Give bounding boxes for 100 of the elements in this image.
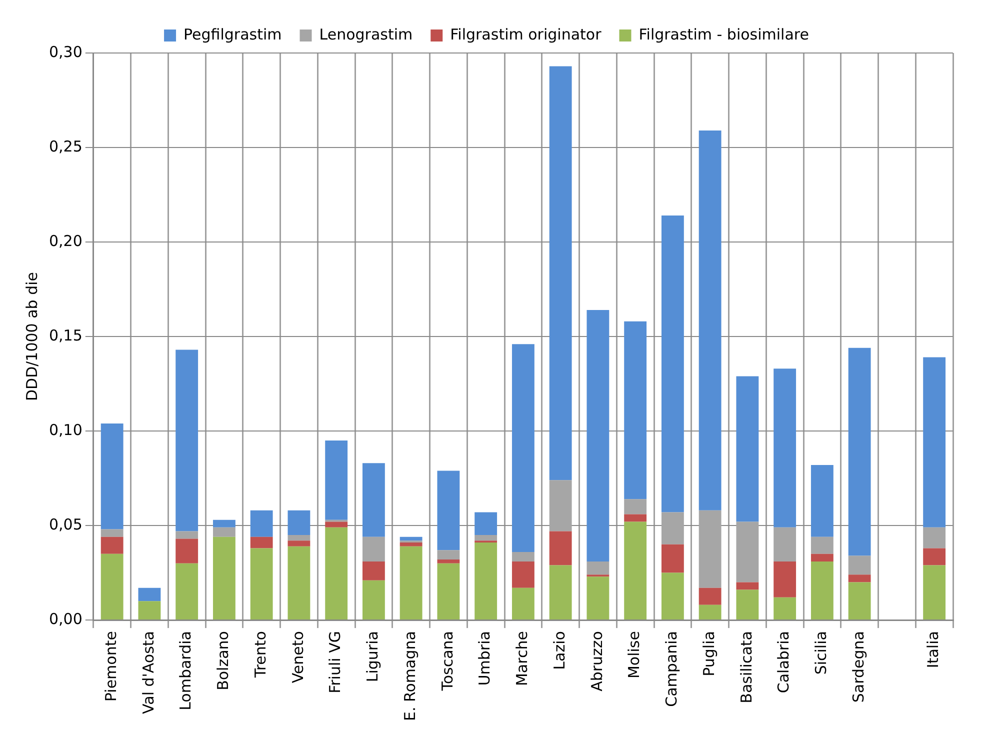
bar bbox=[288, 534, 310, 541]
x-tick-label: Veneto bbox=[288, 631, 307, 684]
bar bbox=[774, 368, 796, 528]
bar bbox=[698, 588, 722, 605]
bar bbox=[810, 554, 834, 562]
x-tick-label: Liguria bbox=[364, 631, 382, 682]
bar bbox=[100, 536, 124, 554]
bar bbox=[474, 512, 498, 535]
bar bbox=[923, 357, 946, 528]
x-tick-label: Friuli VG bbox=[326, 631, 344, 694]
y-tick-label: 0,10 bbox=[48, 420, 82, 439]
bar bbox=[698, 604, 722, 620]
bar bbox=[736, 590, 759, 620]
bar bbox=[325, 440, 348, 520]
bar bbox=[774, 597, 796, 620]
y-tick-label: 0,20 bbox=[48, 232, 82, 250]
bar bbox=[212, 520, 236, 528]
x-tick-label: Calabria bbox=[774, 631, 793, 694]
bar bbox=[661, 216, 684, 512]
y-tick-label: 0,15 bbox=[48, 326, 82, 344]
bar bbox=[549, 66, 572, 480]
bar bbox=[661, 512, 684, 544]
x-tick-label: Campania bbox=[662, 631, 681, 707]
x-tick-label: Sardegna bbox=[849, 631, 868, 703]
bar bbox=[437, 560, 460, 564]
bar bbox=[848, 574, 871, 582]
bar bbox=[736, 376, 759, 522]
bar bbox=[586, 576, 610, 620]
legend-label: Lenograstim bbox=[319, 25, 413, 44]
x-tick-label: Italia bbox=[924, 631, 942, 668]
bar bbox=[288, 510, 310, 535]
bar bbox=[586, 561, 610, 575]
bar bbox=[624, 514, 647, 522]
bar bbox=[176, 563, 198, 620]
x-tick-label: Marche bbox=[513, 631, 532, 686]
bar bbox=[138, 588, 161, 602]
x-tick-label: Sicilia bbox=[812, 631, 830, 675]
x-tick-label: Lombardia bbox=[176, 631, 195, 710]
bar bbox=[512, 344, 534, 552]
bar bbox=[736, 522, 759, 582]
bar bbox=[437, 550, 460, 560]
legend-label: Filgrastim - biosimilare bbox=[638, 25, 809, 44]
bar bbox=[400, 546, 422, 620]
bar bbox=[774, 527, 796, 562]
bar bbox=[512, 552, 534, 562]
bar bbox=[774, 561, 796, 598]
legend-label: Filgrastim originator bbox=[450, 25, 602, 44]
bar bbox=[549, 531, 572, 566]
bar bbox=[624, 499, 647, 514]
x-tick-label: Abruzzo bbox=[588, 631, 606, 692]
x-tick-label: Umbria bbox=[476, 631, 494, 686]
legend-label: Pegfilgrastim bbox=[184, 25, 282, 44]
x-tick-label: Piemonte bbox=[102, 631, 120, 702]
bar bbox=[810, 561, 834, 620]
bar bbox=[400, 536, 422, 541]
bar bbox=[288, 540, 310, 546]
bar bbox=[512, 561, 534, 588]
bar bbox=[138, 601, 161, 620]
bar bbox=[176, 531, 198, 539]
x-tick-label: Val d'Aosta bbox=[139, 631, 158, 714]
bar bbox=[848, 348, 871, 556]
bar bbox=[437, 563, 460, 620]
y-axis-title: DDD/1000 ab die bbox=[22, 272, 41, 402]
bar bbox=[212, 527, 236, 537]
bar bbox=[400, 542, 422, 546]
bar bbox=[624, 522, 647, 620]
bar bbox=[100, 554, 124, 620]
bar bbox=[362, 536, 385, 562]
bar bbox=[250, 536, 273, 548]
bar bbox=[848, 582, 871, 620]
bar bbox=[474, 542, 498, 620]
bar bbox=[624, 321, 647, 500]
x-tick-label: Bolzano bbox=[214, 631, 232, 690]
bar bbox=[362, 463, 385, 537]
y-tick-label: 0,05 bbox=[48, 515, 82, 534]
x-tick-label: Toscana bbox=[438, 631, 456, 692]
bar bbox=[810, 536, 834, 554]
bar bbox=[100, 423, 124, 530]
bar bbox=[362, 580, 385, 620]
bar bbox=[474, 534, 498, 541]
bar bbox=[549, 480, 572, 532]
bar bbox=[176, 538, 198, 564]
bar bbox=[586, 310, 610, 562]
bar bbox=[362, 561, 385, 580]
bar bbox=[736, 582, 759, 590]
bar bbox=[923, 565, 946, 620]
bar bbox=[698, 510, 722, 588]
bar bbox=[698, 130, 722, 510]
x-tick-label: Basilicata bbox=[737, 631, 756, 704]
bar bbox=[810, 465, 834, 537]
x-tick-label: Lazio bbox=[550, 631, 568, 670]
y-tick-label: 0,30 bbox=[48, 42, 82, 61]
bar bbox=[325, 522, 348, 528]
y-tick-label: 0,00 bbox=[48, 610, 82, 628]
bar bbox=[100, 529, 124, 537]
bar bbox=[176, 350, 198, 532]
bar bbox=[325, 527, 348, 620]
bar bbox=[212, 536, 236, 620]
bar bbox=[437, 470, 460, 550]
y-tick-label: 0,25 bbox=[48, 137, 82, 156]
